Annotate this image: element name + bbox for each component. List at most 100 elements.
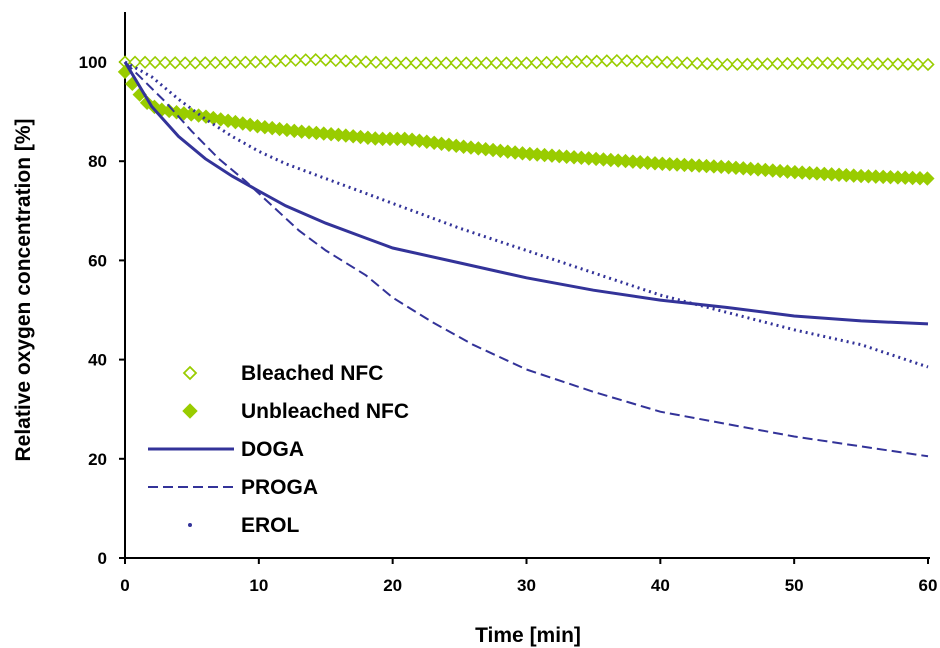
data-point: [580, 54, 594, 69]
data-point: [479, 56, 493, 70]
data-point: [369, 55, 383, 69]
tick-marks: [119, 61, 929, 564]
data-point: [208, 56, 222, 70]
data-point: [690, 56, 704, 70]
data-point: [620, 54, 634, 68]
y-tick-label: 100: [79, 53, 107, 72]
legend-label: DOGA: [241, 438, 304, 461]
data-point: [379, 56, 393, 70]
y-tick-label: 40: [88, 351, 107, 370]
data-point: [509, 56, 524, 70]
series-line-doga: [123, 61, 929, 326]
data-point: [429, 56, 443, 70]
data-point: [139, 95, 155, 111]
data-point: [710, 57, 724, 71]
data-point: [730, 57, 744, 71]
data-point: [449, 56, 463, 70]
data-point: [901, 57, 915, 71]
data-point: [539, 55, 554, 70]
data-point: [810, 56, 825, 70]
y-tick-label: 80: [88, 152, 107, 171]
data-point: [740, 57, 754, 71]
data-point: [439, 56, 453, 70]
legend-item-bleached-nfc: Bleached NFC: [182, 362, 383, 385]
data-point: [600, 54, 614, 68]
x-tick-label: 10: [249, 576, 268, 595]
legend-label: Unbleached NFC: [241, 400, 409, 423]
x-tick-label: 40: [651, 576, 670, 595]
data-point: [299, 53, 313, 67]
data-point: [549, 55, 564, 69]
data-point: [459, 56, 473, 70]
data-point: [790, 56, 805, 70]
data-point: [921, 57, 935, 72]
data-point: [560, 55, 574, 69]
data-point: [720, 57, 734, 72]
x-tick-label: 30: [517, 576, 536, 595]
legend-label: EROL: [241, 514, 300, 537]
data-point: [258, 55, 273, 69]
tick-labels: 0 10 20 30 40 50 60 0 20 40 60 80 100: [79, 53, 938, 595]
data-point: [529, 56, 544, 70]
data-point: [419, 56, 433, 70]
series-erol: [124, 60, 929, 369]
y-tick-label: 0: [98, 549, 107, 568]
data-point: [238, 55, 253, 69]
plot-area: [117, 53, 935, 458]
data-point: [228, 55, 243, 69]
data-point: [218, 55, 233, 70]
data-point: [831, 56, 845, 70]
data-point: [289, 53, 303, 67]
data-point: [248, 55, 263, 69]
data-point: [409, 56, 423, 70]
data-point: [820, 56, 835, 70]
data-point: [851, 56, 865, 71]
series-doga: [123, 61, 929, 326]
legend-label: PROGA: [241, 476, 318, 499]
data-point: [469, 56, 483, 70]
x-tick-label: 0: [120, 576, 129, 595]
y-tick-label: 60: [88, 251, 107, 270]
data-point: [700, 57, 714, 71]
legend-item-doga: DOGA: [148, 438, 304, 461]
data-point: [770, 57, 785, 71]
data-point: [841, 56, 855, 70]
series-bleached-nfc: [118, 53, 935, 72]
data-point: [760, 57, 775, 71]
data-point: [640, 54, 654, 69]
data-point: [800, 56, 815, 70]
y-axis-title: Relative oxygen concentration [%]: [12, 118, 35, 461]
series-line-erol: [124, 60, 929, 369]
data-point: [590, 54, 604, 68]
data-point: [268, 54, 283, 68]
data-point: [920, 171, 935, 186]
data-point: [359, 55, 373, 69]
data-point: [891, 57, 905, 71]
data-point: [319, 53, 333, 67]
data-point: [570, 55, 584, 69]
data-point: [630, 54, 644, 68]
data-point: [489, 56, 504, 70]
data-point: [881, 57, 895, 71]
data-point: [168, 56, 182, 70]
legend-item-unbleached-nfc: Unbleached NFC: [182, 400, 409, 423]
data-point: [198, 56, 212, 70]
data-point: [278, 54, 293, 68]
data-point: [389, 56, 403, 70]
data-point: [499, 56, 514, 70]
legend-marker: [182, 365, 198, 381]
data-point: [861, 57, 875, 71]
data-point: [519, 56, 534, 70]
legend-label: Bleached NFC: [241, 362, 383, 385]
x-axis-title: Time [min]: [475, 624, 581, 647]
x-tick-label: 60: [919, 576, 938, 595]
data-point: [670, 55, 684, 70]
data-point: [158, 55, 172, 70]
y-tick-label: 20: [88, 450, 107, 469]
data-point: [780, 56, 795, 71]
data-point: [660, 55, 674, 69]
data-point: [911, 57, 925, 71]
x-tick-label: 50: [785, 576, 804, 595]
data-point: [399, 56, 413, 70]
